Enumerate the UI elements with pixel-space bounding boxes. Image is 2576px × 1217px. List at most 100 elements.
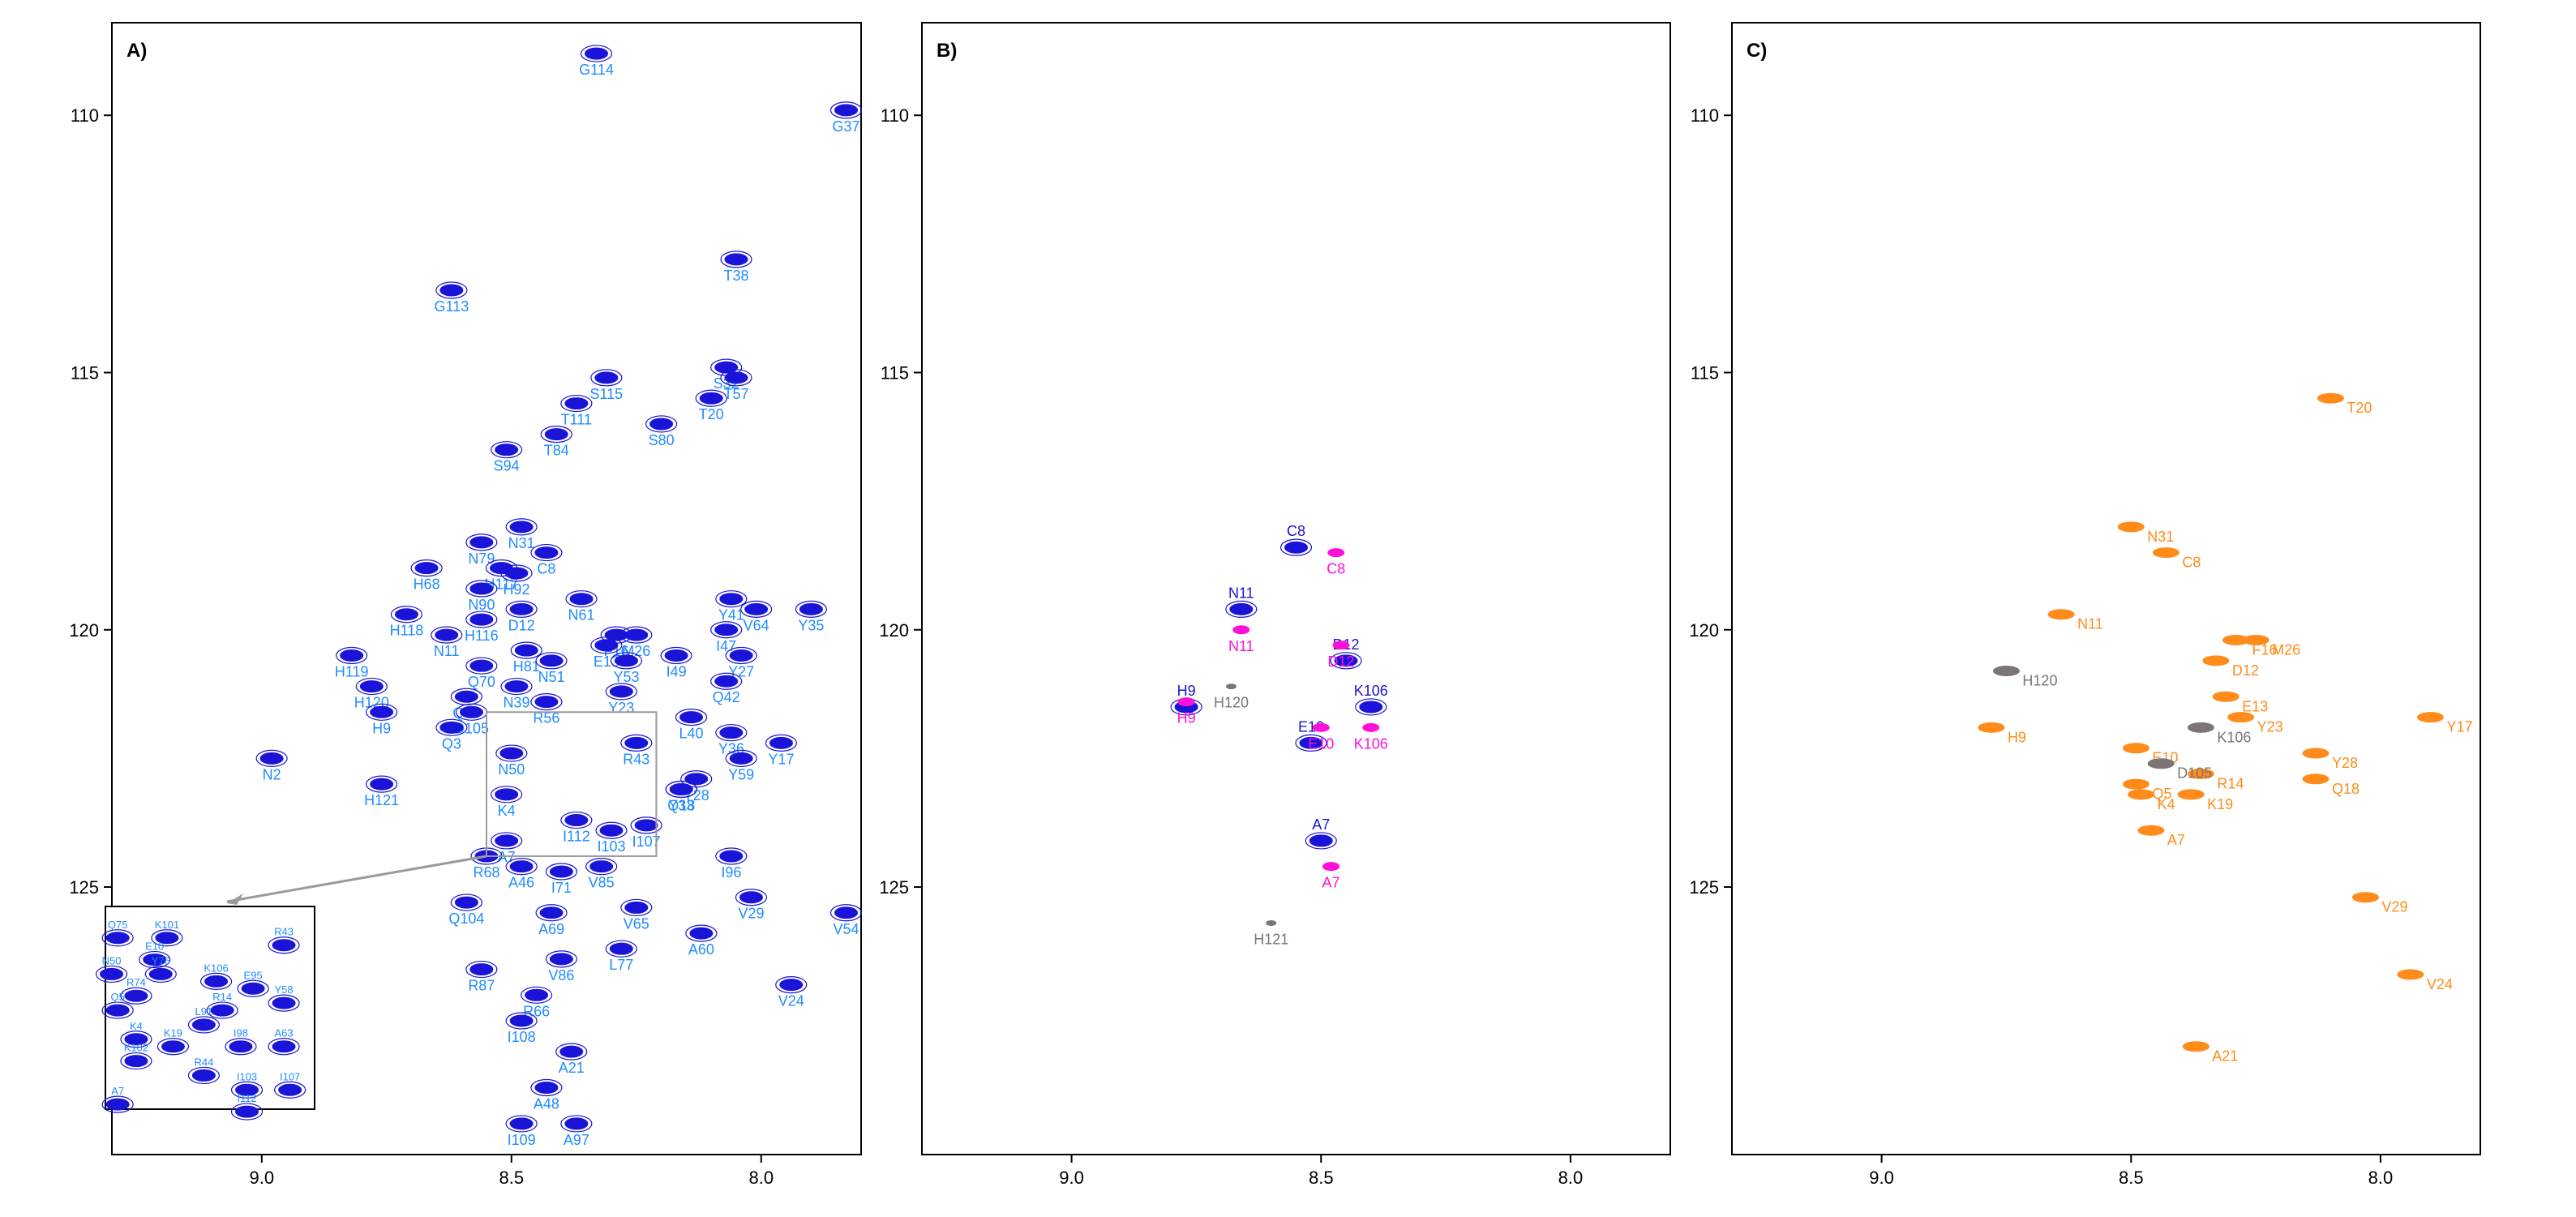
peak-q5 xyxy=(2122,778,2150,790)
peak-q18-core xyxy=(2302,773,2330,785)
peak-h119 xyxy=(336,646,368,665)
peak-n90 xyxy=(465,580,498,598)
peak-h118 xyxy=(390,606,423,623)
peak-e10 xyxy=(2122,743,2150,754)
inset-label-e10: E10 xyxy=(145,941,164,953)
peak-v85 xyxy=(585,858,618,876)
inset-peak-i112-contour xyxy=(230,1103,264,1121)
peak-label-t38: T38 xyxy=(723,268,748,284)
peak-h120 xyxy=(1226,683,1237,690)
peak-a7-core xyxy=(1309,834,1333,847)
peak-n11 xyxy=(2047,609,2075,620)
inset-peak-k102-contour xyxy=(120,1052,152,1070)
peak-label-r14: R14 xyxy=(2217,775,2244,791)
peak-v24-core xyxy=(2397,969,2424,980)
peak-i107-core xyxy=(634,819,658,832)
peak-label-a7: A7 xyxy=(1312,816,1330,833)
peak-label-i109: I109 xyxy=(508,1132,536,1148)
peak-h9-core xyxy=(370,705,394,718)
inset-peak-q5 xyxy=(101,1001,134,1019)
peak-s94 xyxy=(491,441,523,459)
peak-i109 xyxy=(505,1115,538,1133)
peak-a7-core xyxy=(2137,825,2165,836)
inset-label-i98: I98 xyxy=(234,1027,248,1039)
peak-n2-core xyxy=(259,752,284,765)
peak-label-a21: A21 xyxy=(2212,1048,2238,1065)
peak-n31 xyxy=(2117,521,2145,533)
peak-label-s94: S94 xyxy=(494,458,520,474)
peak-c8 xyxy=(1327,548,1345,558)
inset-peak-r14 xyxy=(206,1001,238,1019)
peak-a48-contour xyxy=(530,1078,563,1097)
inset-peak-a7 xyxy=(101,1095,134,1113)
peak-y59 xyxy=(725,749,757,768)
peak-label-h9: H9 xyxy=(2008,729,2026,745)
peak-y17-contour xyxy=(765,734,798,752)
peak-h92-contour xyxy=(500,564,533,582)
inset-peak-e10 xyxy=(139,950,171,969)
peak-c8-contour xyxy=(530,543,563,562)
peak-h81-core xyxy=(514,644,538,657)
inset-label-r74: R74 xyxy=(126,976,146,988)
peak-n11-core xyxy=(1232,625,1250,635)
peak-i108-core xyxy=(509,1014,534,1027)
peak-n79-core xyxy=(469,536,494,549)
inset-peak-y58 xyxy=(268,994,300,1012)
peak-y53 xyxy=(610,652,643,670)
peak-label-n50: N50 xyxy=(498,761,525,778)
peak-r87 xyxy=(465,960,498,979)
peak-r66-contour xyxy=(520,986,553,1004)
peak-s115-contour xyxy=(590,369,623,387)
peak-v64-core xyxy=(744,602,769,615)
peak-d12-core xyxy=(1332,641,1350,650)
peak-k4-core xyxy=(495,788,519,801)
inset-peak-k101-core xyxy=(155,932,179,945)
inset-peak-a63-contour xyxy=(268,1038,300,1056)
peak-h92 xyxy=(500,564,533,582)
peak-s80-contour xyxy=(645,415,678,433)
peak-label-e13: E13 xyxy=(2242,698,2268,714)
peak-label-v24: V24 xyxy=(778,993,804,1009)
peak-h9 xyxy=(1177,697,1195,707)
peak-s94-core xyxy=(495,444,519,456)
zoom-region-box xyxy=(486,711,658,857)
peak-r14 xyxy=(2187,768,2214,779)
peak-n11-contour xyxy=(1225,600,1258,618)
peak-q18 xyxy=(2302,773,2330,785)
peak-h68-contour xyxy=(410,559,443,577)
peak-y23 xyxy=(605,683,637,701)
y-tick-label: 120 xyxy=(1689,620,1719,641)
peak-d12-core xyxy=(509,602,534,615)
peak-h116 xyxy=(465,611,498,628)
peak-label-l77: L77 xyxy=(609,957,633,973)
peak-m26-contour xyxy=(620,626,653,644)
peak-m26-core xyxy=(2242,634,2270,645)
peak-h118-core xyxy=(394,608,418,621)
peak-a97 xyxy=(560,1115,593,1133)
peak-label-i71: I71 xyxy=(551,880,572,896)
peak-e10-core xyxy=(1299,736,1323,749)
peak-l77 xyxy=(605,940,637,958)
inset-peak-r14-core xyxy=(210,1004,234,1017)
inset-peak-e95-core xyxy=(241,982,265,995)
peak-g113-core xyxy=(439,284,464,297)
peak-label-d105: D105 xyxy=(454,720,489,736)
inset-peak-l91-core xyxy=(191,1018,216,1031)
panel-label: C) xyxy=(1747,40,1767,62)
peak-label-i47: I47 xyxy=(716,638,736,654)
peak-label-a21: A21 xyxy=(559,1060,585,1076)
peak-y27-contour xyxy=(725,646,757,665)
peak-g37 xyxy=(829,101,863,119)
peak-d105 xyxy=(455,703,488,721)
peak-h9-core xyxy=(1978,722,2005,733)
peak-n11 xyxy=(431,626,463,644)
peak-label-k106: K106 xyxy=(2217,729,2251,745)
peak-s94-contour xyxy=(491,441,523,459)
peak-y59-contour xyxy=(725,749,757,768)
inset-peak-y76 xyxy=(144,965,177,983)
peak-label-q18: Q18 xyxy=(667,797,695,813)
peak-n31-core xyxy=(509,521,534,534)
peak-y17 xyxy=(765,734,798,752)
inset-peak-q5-contour xyxy=(101,1001,134,1019)
peak-c8 xyxy=(2152,547,2180,559)
